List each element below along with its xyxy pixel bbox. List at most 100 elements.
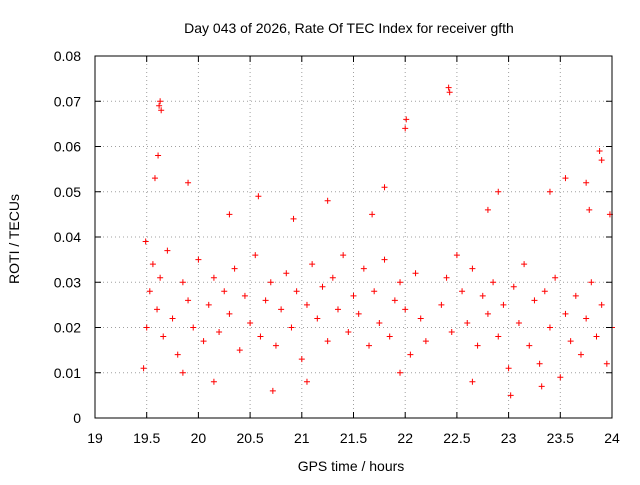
data-point: [205, 301, 212, 308]
data-point: [255, 193, 262, 200]
data-point: [195, 256, 202, 263]
data-point: [557, 374, 564, 381]
y-tick-label: 0.04: [54, 229, 81, 245]
data-point: [216, 329, 223, 336]
data-point: [598, 301, 605, 308]
x-tick-label: 20.5: [236, 430, 263, 446]
data-point: [252, 252, 259, 259]
chart-title: Day 043 of 2026, Rate Of TEC Index for r…: [184, 20, 514, 36]
data-point: [151, 175, 158, 182]
data-point: [288, 324, 295, 331]
data-point: [572, 292, 579, 299]
data-point: [319, 283, 326, 290]
data-point: [443, 274, 450, 281]
data-point: [445, 84, 452, 91]
data-point: [495, 188, 502, 195]
data-point: [403, 116, 410, 123]
data-point: [329, 274, 336, 281]
data-point: [448, 329, 455, 336]
y-axis-label: ROTI / TECUs: [6, 194, 22, 284]
x-tick-label: 23: [501, 430, 517, 446]
data-point: [422, 338, 429, 345]
y-tick-label: 0.05: [54, 184, 81, 200]
data-point: [386, 333, 393, 340]
y-tick-label: 0.06: [54, 139, 81, 155]
data-point: [500, 301, 507, 308]
data-point: [355, 310, 362, 317]
y-tick-label: 0.02: [54, 320, 81, 336]
data-point: [169, 315, 176, 322]
data-point: [391, 297, 398, 304]
data-point: [334, 306, 341, 313]
data-point: [360, 265, 367, 272]
data-point: [210, 274, 217, 281]
data-point: [469, 265, 476, 272]
data-point: [293, 288, 300, 295]
x-tick-label: 22: [397, 430, 413, 446]
data-point: [536, 360, 543, 367]
y-tick-label: 0.08: [54, 48, 81, 64]
data-point: [577, 351, 584, 358]
data-point: [157, 98, 164, 105]
data-point: [140, 365, 147, 372]
data-point: [200, 338, 207, 345]
data-point: [583, 315, 590, 322]
data-point: [314, 315, 321, 322]
data-point: [160, 333, 167, 340]
data-point: [397, 279, 404, 286]
data-point: [484, 310, 491, 317]
data-point: [526, 342, 533, 349]
x-axis-label: GPS time / hours: [298, 458, 405, 474]
data-point: [158, 107, 165, 114]
y-tick-label: 0: [73, 410, 81, 426]
data-point: [324, 338, 331, 345]
data-point: [521, 261, 528, 268]
data-point: [407, 351, 414, 358]
data-point: [593, 333, 600, 340]
data-point: [562, 175, 569, 182]
data-point: [459, 288, 466, 295]
data-point: [484, 206, 491, 213]
data-point: [154, 306, 161, 313]
data-point: [438, 301, 445, 308]
data-point: [586, 206, 593, 213]
data-point: [588, 279, 595, 286]
data-point: [567, 338, 574, 345]
data-point: [531, 297, 538, 304]
x-tick-label: 21: [294, 430, 310, 446]
data-point: [231, 265, 238, 272]
data-point: [479, 292, 486, 299]
data-point: [376, 319, 383, 326]
data-point: [262, 297, 269, 304]
data-point: [350, 292, 357, 299]
data-point: [143, 324, 150, 331]
data-point: [185, 179, 192, 186]
data-point: [381, 256, 388, 263]
data-point: [226, 211, 233, 218]
data-point: [541, 288, 548, 295]
data-point: [210, 378, 217, 385]
data-point: [179, 369, 186, 376]
x-tick-label: 19: [87, 430, 103, 446]
data-point: [324, 197, 331, 204]
data-point: [546, 324, 553, 331]
data-points: [140, 84, 615, 399]
data-point: [164, 247, 171, 254]
data-point: [269, 387, 276, 394]
data-point: [515, 319, 522, 326]
data-point: [546, 188, 553, 195]
data-point: [283, 270, 290, 277]
data-point: [490, 279, 497, 286]
data-point: [345, 329, 352, 336]
data-point: [366, 342, 373, 349]
data-point: [562, 310, 569, 317]
y-tick-label: 0.07: [54, 93, 81, 109]
data-point: [603, 360, 610, 367]
data-point: [247, 319, 254, 326]
x-tick-label: 22.5: [443, 430, 470, 446]
data-point: [596, 148, 603, 155]
data-point: [402, 125, 409, 132]
data-point: [185, 297, 192, 304]
data-point: [552, 274, 559, 281]
